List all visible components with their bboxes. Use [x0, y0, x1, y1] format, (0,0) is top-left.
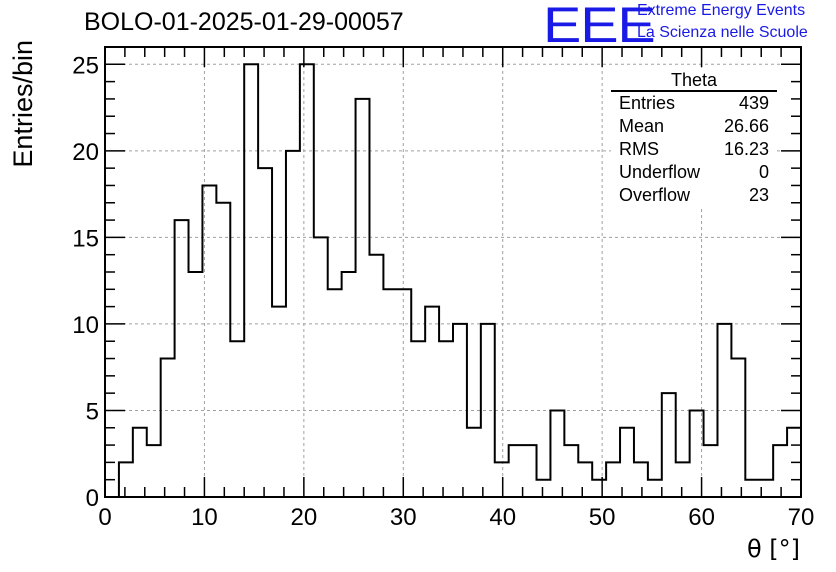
y-tick-label: 10 — [72, 312, 99, 339]
stats-label: Underflow — [619, 162, 701, 182]
y-tick-labels: 0 5 10 15 20 25 — [72, 52, 99, 512]
stats-row-mean: Mean 26.66 — [611, 115, 777, 138]
x-tick-label: 40 — [489, 504, 516, 531]
x-tick-label: 10 — [191, 504, 218, 531]
stats-value: 439 — [738, 93, 769, 113]
stats-divider — [611, 90, 777, 92]
stats-title: Theta — [670, 70, 718, 90]
chart-title: BOLO-01-2025-01-29-00057 — [84, 8, 404, 36]
y-axis-label: Entries/bin — [8, 40, 38, 168]
stats-row-overflow: Overflow 23 — [611, 184, 777, 207]
stats-value: 0 — [758, 162, 769, 182]
stats-label: RMS — [619, 139, 659, 159]
y-tick-label: 25 — [72, 52, 99, 79]
x-tick-label: 30 — [390, 504, 417, 531]
x-tick-label: 20 — [291, 504, 318, 531]
x-tick-label: 70 — [788, 504, 815, 531]
logo-line-1: Extreme Energy Events — [637, 2, 806, 19]
stats-row-rms: RMS 16.23 — [611, 138, 777, 161]
y-tick-label: 20 — [72, 139, 99, 166]
y-tick-label: 5 — [86, 398, 99, 425]
histogram-series — [105, 63, 801, 498]
stats-row-entries: Entries 439 — [611, 92, 777, 115]
stats-row-underflow: Underflow 0 — [611, 161, 777, 184]
plot-frame — [104, 46, 802, 498]
stats-value: 16.23 — [723, 139, 769, 159]
stats-label: Entries — [619, 93, 676, 113]
x-tick-label: 50 — [589, 504, 616, 531]
eee-logo: EEE — [543, 0, 656, 53]
x-tick-label: 0 — [98, 504, 111, 531]
stats-rows: Entries 439 Mean 26.66 RMS 16.23 Underflow 0 Ove… — [611, 92, 777, 207]
stats-value: 26.66 — [723, 116, 769, 136]
stats-label: Overflow — [619, 185, 691, 205]
x-axis-label: θ [°] — [747, 535, 800, 563]
stats-box: Theta Entries 439 Mean 26.66 RMS 16.23 Underfl… — [611, 70, 777, 207]
stats-label: Mean — [619, 116, 665, 136]
x-tick-label: 60 — [688, 504, 715, 531]
logo-line-2: La Scienza nelle Scuole — [637, 24, 808, 41]
stats-value: 23 — [748, 185, 769, 205]
y-tick-label: 15 — [72, 225, 99, 252]
x-tick-labels: 0 10 20 30 40 50 60 70 — [98, 504, 814, 531]
y-tick-label: 0 — [86, 485, 99, 512]
